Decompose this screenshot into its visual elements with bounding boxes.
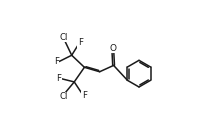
Text: Cl: Cl (60, 92, 68, 101)
Text: Cl: Cl (60, 33, 68, 42)
Text: F: F (78, 38, 83, 47)
Text: F: F (54, 57, 59, 66)
Text: F: F (82, 91, 87, 100)
Text: O: O (109, 44, 116, 53)
Text: F: F (56, 74, 61, 83)
